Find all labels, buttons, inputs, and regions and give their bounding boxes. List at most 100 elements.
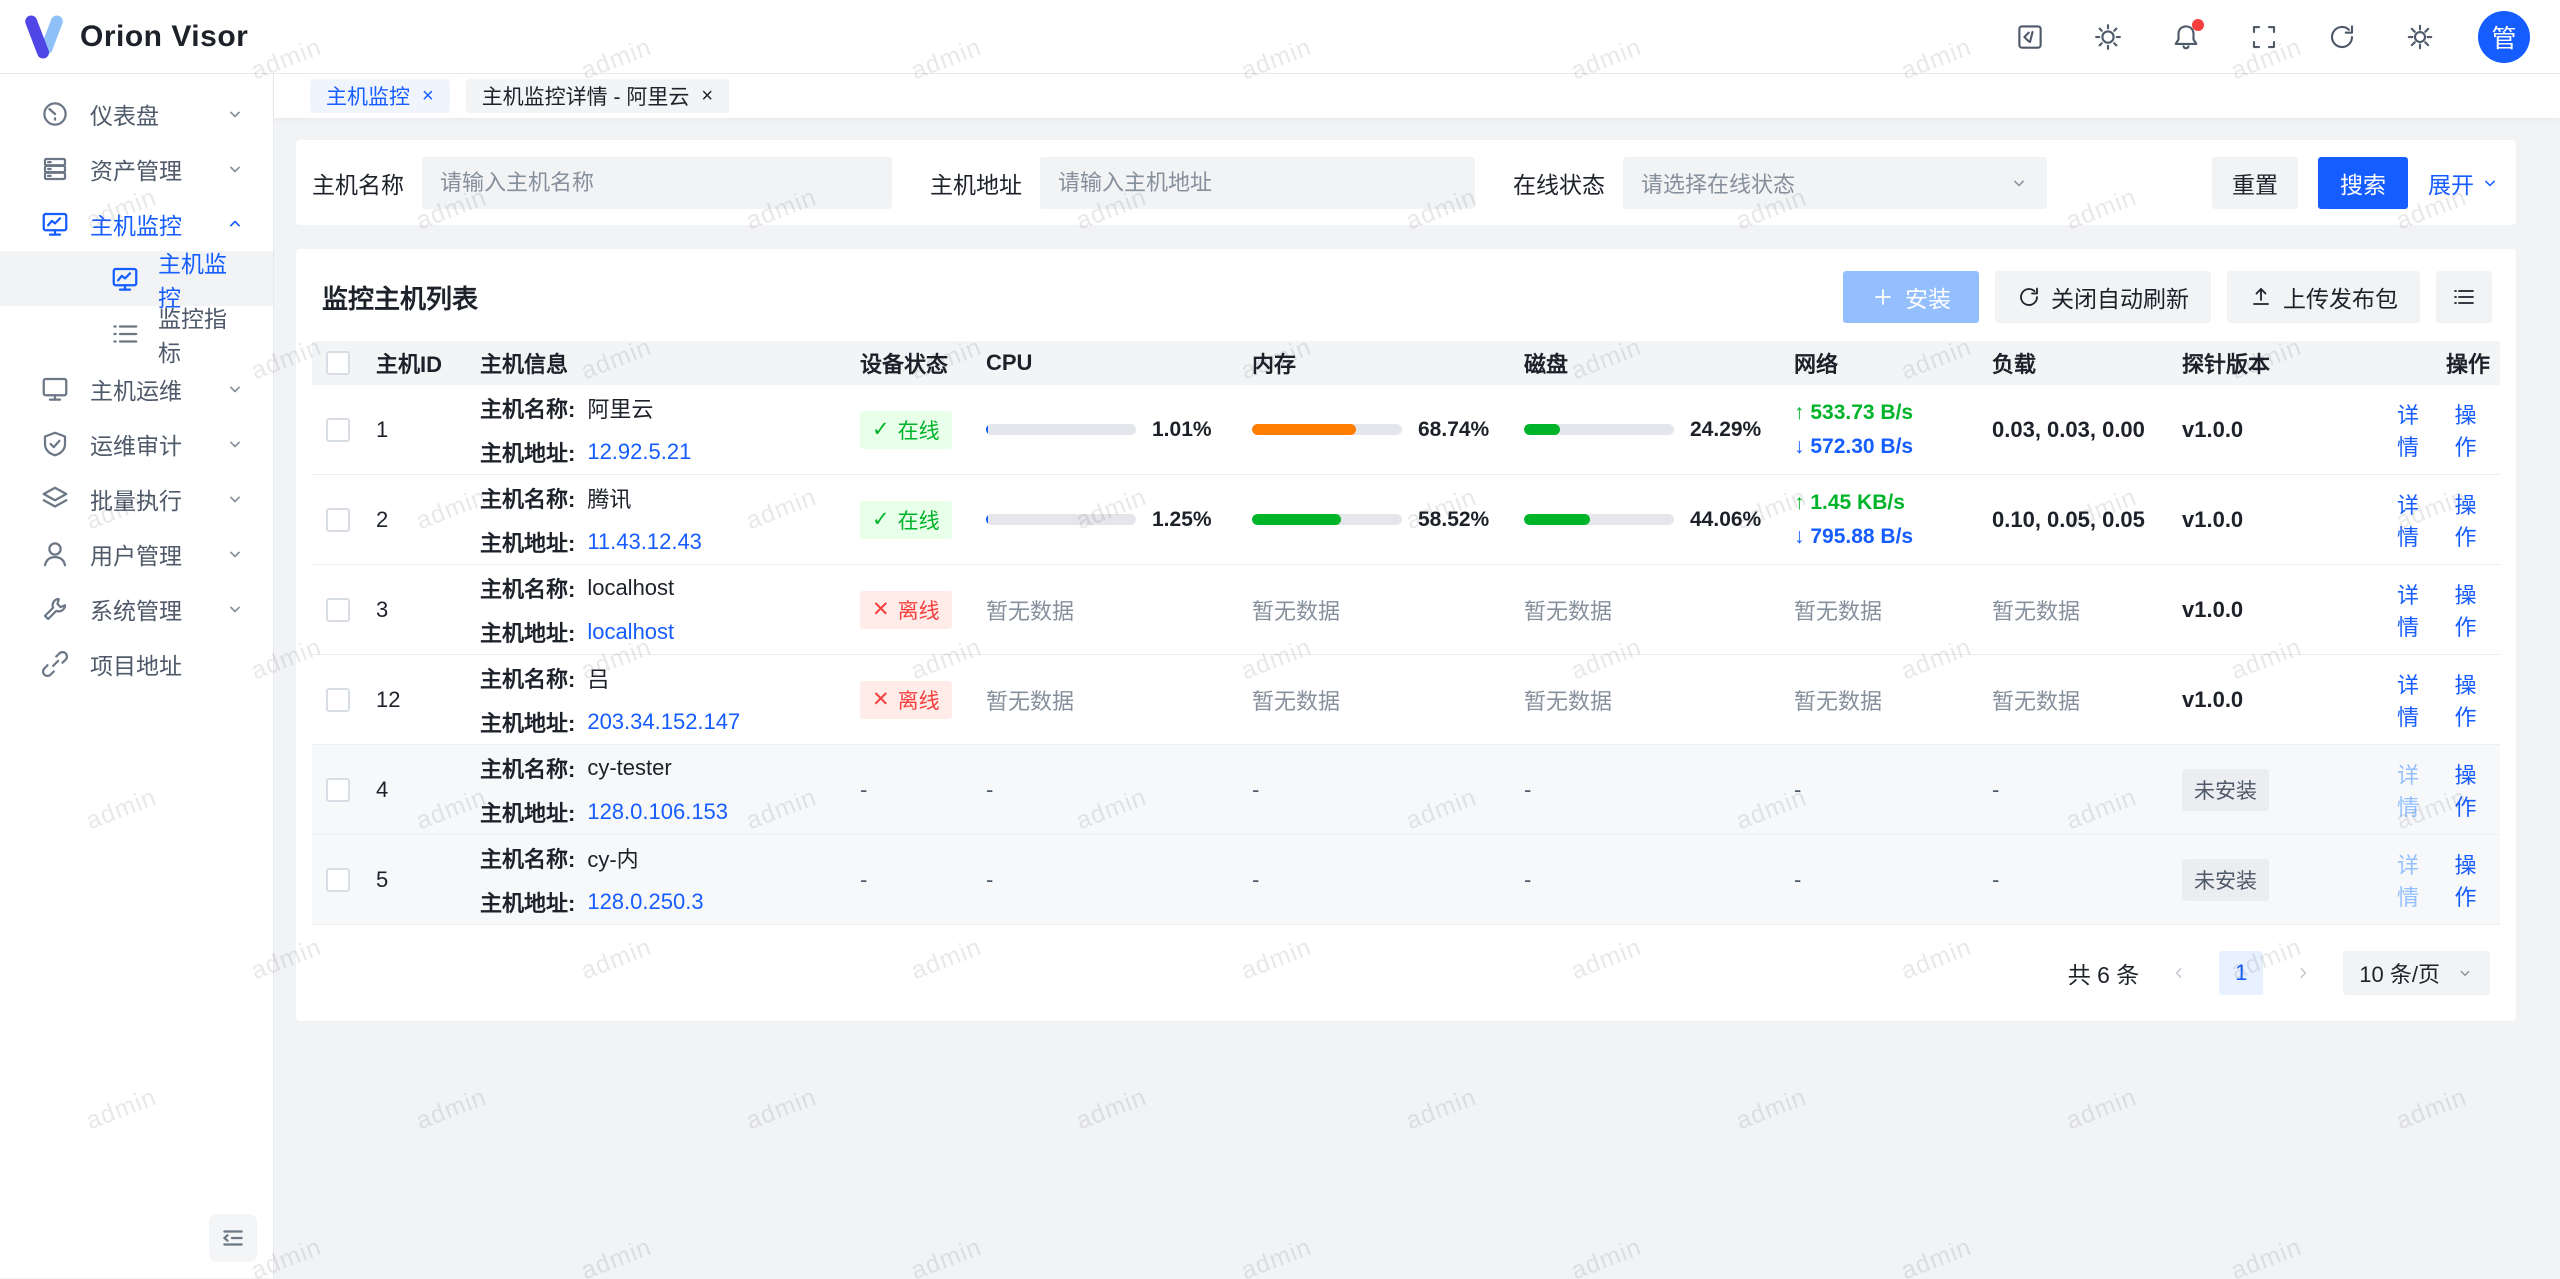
sidebar-item-label: 主机监控 (158, 250, 227, 311)
column-header: CPU (986, 350, 1033, 375)
host-id: 12 (376, 686, 401, 712)
tab-host-monitor[interactable]: 主机监控 × (310, 79, 450, 113)
detail-link[interactable]: 详情 (2397, 402, 2420, 460)
page-title: 监控主机列表 (322, 283, 479, 314)
column-header: 探针版本 (2182, 352, 2271, 377)
column-header: 磁盘 (1524, 352, 1569, 377)
install-button[interactable]: 安装 (1843, 271, 1979, 323)
code-icon[interactable] (2010, 17, 2050, 57)
sidebar-item-monitor-metrics[interactable]: 监控指标 (0, 306, 273, 366)
row-checkbox[interactable] (326, 597, 350, 622)
page-number[interactable]: 1 (2219, 951, 2264, 995)
fullscreen-icon[interactable] (2244, 17, 2284, 57)
column-header: 设备状态 (860, 352, 949, 377)
desktop-icon (40, 374, 70, 404)
host-address-link[interactable]: 203.34.152.147 (587, 708, 741, 734)
sidebar-item-dashboard[interactable]: 仪表盘 (0, 86, 273, 141)
memory-percent: 68.74% (1418, 417, 1490, 441)
row-checkbox[interactable] (326, 687, 350, 712)
host-name-label: 主机名称: (480, 666, 576, 692)
operate-link[interactable]: 操作 (2454, 672, 2477, 730)
operate-link[interactable]: 操作 (2454, 402, 2477, 460)
close-icon[interactable]: × (701, 85, 714, 107)
row-checkbox[interactable] (326, 867, 350, 892)
host-address-link[interactable]: 128.0.250.3 (587, 888, 704, 914)
page-size-select[interactable]: 10 条/页 (2343, 951, 2490, 995)
sidebar-item-host-monitor-sub[interactable]: 主机监控 (0, 251, 273, 311)
refresh-icon[interactable] (2322, 17, 2362, 57)
table-row: 5 主机名称: cy-内 主机地址: 128.0.250.3 - - - - - -… (312, 835, 2500, 925)
host-address-link[interactable]: 12.92.5.21 (587, 438, 692, 464)
detail-link[interactable]: 详情 (2397, 672, 2420, 730)
sidebar-item-assets[interactable]: 资产管理 (0, 141, 273, 196)
column-settings-button[interactable] (2436, 271, 2492, 323)
list-view-icon (2454, 290, 2474, 304)
detail-link-disabled: 详情 (2397, 852, 2420, 910)
online-status-select[interactable]: 请选择在线状态 (1623, 156, 2047, 209)
sidebar-item-user-mgmt[interactable]: 用户管理 (0, 526, 273, 581)
expand-toggle[interactable]: 展开 (2428, 166, 2500, 200)
agent-version: v1.0.0 (2182, 506, 2244, 532)
avatar[interactable]: 管 (2478, 10, 2530, 63)
close-icon[interactable]: × (422, 85, 434, 107)
disk-bar (1524, 514, 1674, 525)
dash-value: - (1252, 866, 1260, 892)
next-page-button[interactable] (2281, 951, 2325, 995)
net-up: ↑ 1.45 KB/s (1794, 490, 1905, 514)
settings-icon[interactable] (2400, 17, 2440, 57)
host-name-label: 主机名称: (480, 486, 576, 512)
prev-page-button[interactable] (2157, 951, 2201, 995)
sidebar-item-ops-audit[interactable]: 运维审计 (0, 416, 273, 471)
top-bar: Orion Visor 管 (0, 0, 2560, 74)
sidebar-item-label: 项目地址 (90, 652, 182, 679)
table-header-row: 主机ID 主机信息 设备状态 CPU 内存 磁盘 网络 负载 探针版本 操作 (312, 341, 2500, 385)
sidebar-item-label: 资产管理 (90, 157, 182, 184)
sidebar-collapse-button[interactable] (209, 1214, 257, 1262)
filter-online-status: 在线状态 请选择在线状态 (1513, 156, 2047, 209)
dash-value: - (1252, 776, 1260, 802)
upload-release-button[interactable]: 上传发布包 (2227, 271, 2420, 323)
auto-refresh-button[interactable]: 关闭自动刷新 (1995, 271, 2211, 323)
dash-value: - (986, 866, 994, 892)
detail-link[interactable]: 详情 (2397, 582, 2420, 640)
chevron-up-icon (225, 214, 245, 234)
operate-link[interactable]: 操作 (2454, 492, 2477, 550)
operate-link[interactable]: 操作 (2454, 582, 2477, 640)
operate-link[interactable]: 操作 (2454, 852, 2477, 910)
host-name: 腾讯 (587, 486, 632, 512)
host-address-link[interactable]: localhost (587, 618, 675, 644)
reset-button[interactable]: 重置 (2212, 156, 2298, 209)
detail-link[interactable]: 详情 (2397, 492, 2420, 550)
sidebar-item-project-url[interactable]: 项目地址 (0, 636, 273, 691)
wrench-icon (40, 594, 70, 624)
host-name-input[interactable] (422, 156, 892, 209)
search-button[interactable]: 搜索 (2318, 156, 2408, 209)
host-address-link[interactable]: 128.0.106.153 (587, 798, 729, 824)
net-up: ↑ 533.73 B/s (1794, 400, 1914, 424)
agent-version: v1.0.0 (2182, 416, 2244, 442)
layers-icon (40, 484, 70, 514)
row-checkbox[interactable] (326, 417, 350, 442)
dash-value: - (1992, 866, 2000, 892)
sidebar-item-batch-exec[interactable]: 批量执行 (0, 471, 273, 526)
row-checkbox[interactable] (326, 777, 350, 802)
tab-host-monitor-detail[interactable]: 主机监控详情 - 阿里云 × (465, 79, 730, 113)
host-address-input[interactable] (1040, 156, 1475, 209)
main-area: 主机监控 × 主机监控详情 - 阿里云 × 主机名称 主机地址 在 (274, 74, 2560, 1278)
theme-icon[interactable] (2088, 17, 2128, 57)
host-name-label: 主机名称 (312, 171, 404, 198)
shield-check-icon (40, 429, 70, 459)
row-checkbox[interactable] (326, 507, 350, 532)
tab-label: 主机监控 (326, 86, 410, 109)
select-all-checkbox[interactable] (326, 351, 350, 375)
host-address-link[interactable]: 11.43.12.43 (587, 528, 702, 554)
sidebar-item-system-mgmt[interactable]: 系统管理 (0, 581, 273, 636)
sidebar-item-label: 用户管理 (90, 542, 182, 569)
monitor-chart-icon (40, 209, 70, 239)
sidebar-item-host-monitor[interactable]: 主机监控 (0, 196, 273, 251)
sidebar-item-label: 监控指标 (158, 305, 227, 366)
operate-link[interactable]: 操作 (2454, 762, 2477, 820)
sidebar-item-host-ops[interactable]: 主机运维 (0, 361, 273, 416)
filter-host-name: 主机名称 (312, 156, 892, 209)
notifications-icon[interactable] (2166, 17, 2206, 57)
